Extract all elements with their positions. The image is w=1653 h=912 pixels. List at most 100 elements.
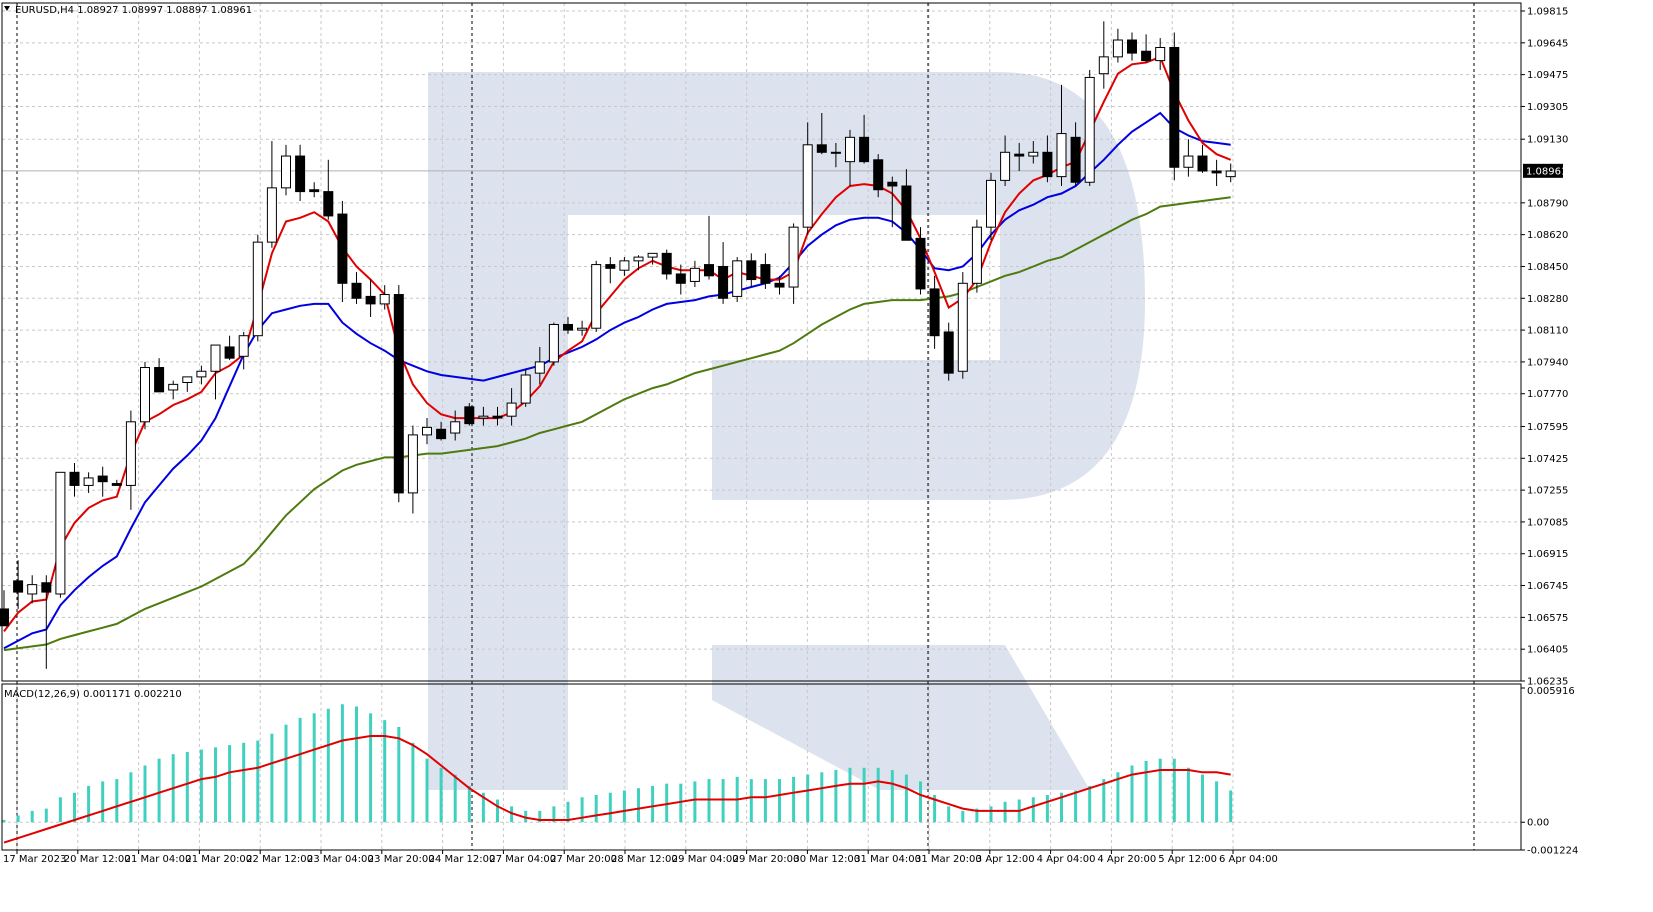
candle-bull [238,335,249,357]
candle-bear [661,252,672,275]
ma-mid-line [3,111,1231,650]
macd-histogram-bar [1088,785,1092,823]
candle-bull [548,323,559,363]
candle-bull [802,144,813,228]
macd-histogram-bar [340,704,344,823]
candle-bear [295,155,306,193]
time-tick-label: 30 Mar 12:00 [793,854,860,865]
macd-histogram-bar [580,797,584,823]
candle-bear [492,415,503,419]
macd-histogram-bar [890,770,894,823]
candle-bear [675,273,686,284]
candle-bear [309,189,320,193]
macd-histogram-bar [933,795,937,823]
macd-histogram-bar [73,792,76,823]
watermark-letter-r [428,72,1145,790]
macd-histogram-bar [115,779,119,823]
macd-histogram-bar [763,779,767,823]
macd-histogram-bar [961,810,965,823]
watermark-letter-leg [712,645,1090,790]
macd-histogram-bar [806,774,810,823]
macd-histogram-bar [834,770,838,823]
macd-histogram-bar [185,751,189,823]
macd-histogram-bar [1186,767,1190,823]
macd-histogram-bar [1003,801,1007,823]
time-tick-label: 29 Mar 04:00 [672,854,739,865]
macd-histogram-bar [228,745,232,823]
candle-bear [901,185,912,241]
macd-histogram-bar [481,792,485,823]
macd-histogram-bar [1172,758,1176,823]
collapse-triangle-icon [4,6,10,11]
macd-histogram-bar [397,726,401,823]
candle-bear [1197,155,1208,172]
candle-bear [605,264,616,269]
macd-histogram-bar [1158,758,1162,823]
candle-bull [281,155,291,189]
macd-histogram-bar [538,810,542,823]
macd-histogram-bar [1215,781,1219,823]
time-tick-label: 24 Mar 12:00 [429,854,496,865]
candle-bear [943,331,954,374]
candle-bull [633,256,644,262]
candle-bull [971,226,982,284]
candle-bull [478,415,489,419]
macd-histogram-bar [2,819,6,823]
macd-histogram-bar [1102,779,1106,823]
time-tick-label: 31 Mar 04:00 [854,854,921,865]
macd-histogram-bar [58,797,62,823]
candle-bear [774,282,785,288]
candle-bull [1112,39,1123,58]
macd-histogram-bar [975,808,979,823]
candle-bull [210,344,221,372]
macd-histogram-bar [270,733,274,823]
candle-bear [1211,170,1222,174]
candle-bull [27,584,38,595]
macd-histogram-bar [848,767,852,823]
macd-histogram-bar [594,795,598,823]
macd-histogram-bar [707,779,711,823]
macd-histogram-bar [1130,765,1134,823]
candle-bull [83,477,94,486]
macd-histogram-bar [312,713,316,823]
price-tick-label: 1.08620 [1527,230,1568,241]
macd-histogram-bar [989,806,993,823]
ma-slow-line [3,196,1231,652]
macd-histogram-bar [496,799,499,823]
macd-histogram-bar [1116,772,1120,823]
macd-histogram-bar [904,774,908,823]
macd-histogram-bar [622,790,626,823]
macd-tick-label: -0.001224 [1527,846,1578,857]
candle-bull [845,136,855,163]
candle-bull [196,370,207,378]
price-tick-label: 1.09645 [1527,38,1568,49]
time-tick-label: 22 Mar 12:00 [246,854,313,865]
macd-histogram-bar [679,783,683,823]
price-tick-label: 1.07255 [1527,486,1568,497]
candle-bull [830,151,841,154]
macd-histogram-bar [467,785,471,823]
time-tick-label: 21 Mar 20:00 [185,854,252,865]
price-tick-label: 1.09305 [1527,102,1568,113]
time-tick-label: 29 Mar 20:00 [733,854,800,865]
candle-bear [1169,46,1180,168]
macd-header: MACD(12,26,9) 0.001171 0.002210 [4,689,182,700]
time-tick-label: 23 Mar 20:00 [368,854,435,865]
candle-bull [520,374,531,404]
macd-histogram-bar [947,806,951,823]
macd-histogram-bar [1144,760,1148,823]
candle-bear [365,295,376,305]
candle-bull [266,187,277,243]
candle-bear [563,323,573,331]
macd-histogram-bar [566,801,570,823]
candle-bull [450,421,461,434]
macd-histogram-bar [298,717,302,823]
candle-bear [929,288,940,337]
macd-signal-line [3,735,1231,844]
macd-histogram-bar [1031,797,1035,823]
price-tick-label: 1.09815 [1527,7,1568,18]
ma-fast-line [3,55,1232,633]
macd-histogram-bar [44,808,48,823]
price-tick-label: 1.07085 [1527,517,1568,528]
